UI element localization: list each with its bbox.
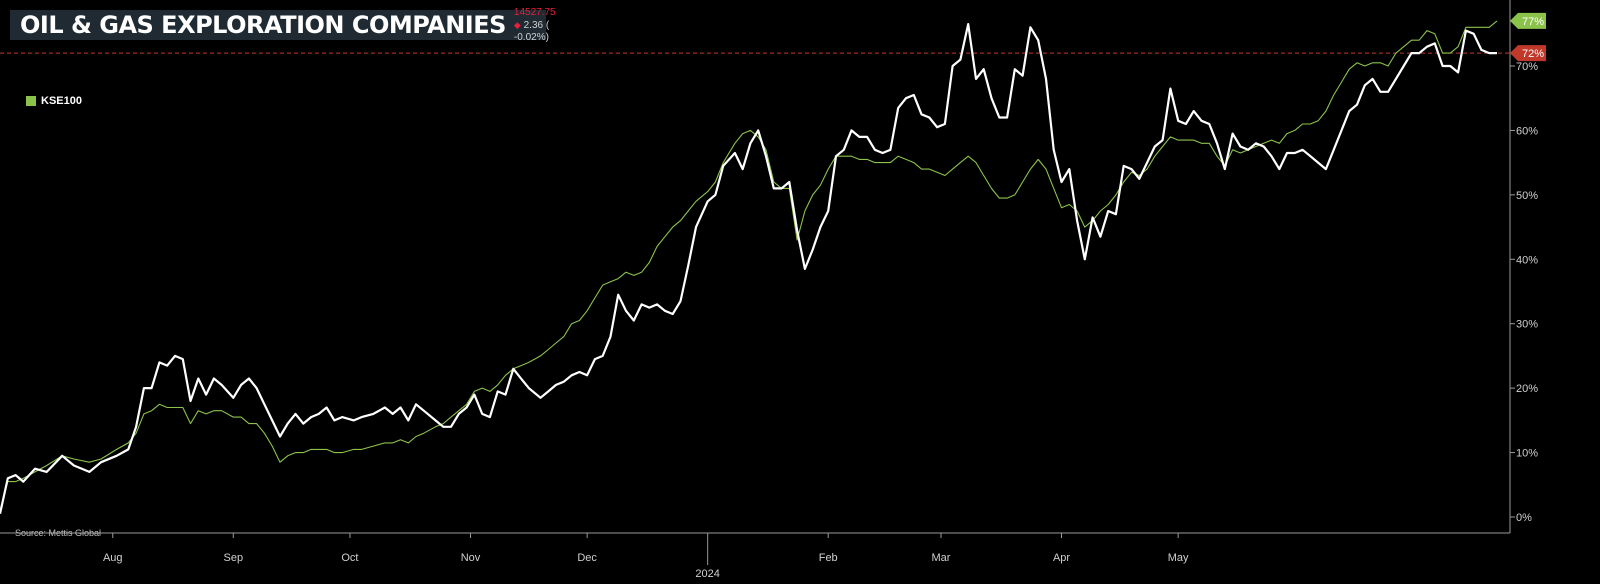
x-tick-label: Dec [577, 552, 597, 564]
x-tick-label: Aug [103, 552, 123, 564]
x-tick-label: Mar [931, 552, 950, 564]
y-tick-label: 40% [1516, 254, 1538, 266]
x-tick-label: Nov [461, 552, 481, 564]
y-tick-label: 60% [1516, 125, 1538, 137]
x-tick-label: May [1168, 552, 1189, 564]
y-tick-label: 50% [1516, 190, 1538, 202]
quote-change: 2.36 ( -0.02%) [513, 19, 550, 43]
series-layer [0, 20, 1510, 515]
y-tick-label: 0% [1516, 512, 1532, 524]
axes-layer: 0% 10% 20% 30% 40% 50% 60% 70% Aug Sep Oct Nov Dec Fe… [0, 0, 1538, 580]
y-tick-label: 70% [1516, 61, 1538, 73]
x-tick-label: Feb [819, 552, 838, 564]
down-arrow-icon: ◆ [513, 19, 521, 30]
y-tick-label: 20% [1516, 383, 1538, 395]
title-bar: OIL & GAS EXPLORATION COMPANIES 14527.75… [10, 7, 556, 43]
legend-swatch [26, 96, 36, 106]
x-tick-label: Oct [341, 552, 358, 564]
y-tick-label: 30% [1516, 319, 1538, 331]
chart-title: OIL & GAS EXPLORATION COMPANIES [20, 11, 506, 39]
end-tag-kse100: 77% [1510, 12, 1546, 29]
year-label: 2024 [695, 568, 719, 580]
end-tag-oil-gas: 72% [1510, 45, 1546, 62]
quote-price: 14527.75 [513, 6, 556, 18]
price-quote: 14527.75 ◆ 2.36 ( -0.02%) [514, 7, 556, 44]
legend: KSE100 [26, 95, 82, 107]
end-tag-label: 72% [1522, 48, 1544, 60]
series-line-oil-gas [0, 23, 1497, 515]
end-tag-shape [1510, 45, 1546, 62]
x-tick-label: Apr [1053, 552, 1070, 564]
end-tag-shape [1510, 12, 1546, 29]
source-note: Source: Mettis Global [15, 528, 102, 538]
series-line-kse100 [0, 20, 1498, 511]
y-tick-label: 10% [1516, 448, 1538, 460]
end-labels-layer: 72% 77% [1510, 12, 1546, 62]
legend-label: KSE100 [41, 95, 82, 107]
x-tick-label: Sep [224, 552, 244, 564]
end-tag-label: 77% [1522, 16, 1544, 28]
